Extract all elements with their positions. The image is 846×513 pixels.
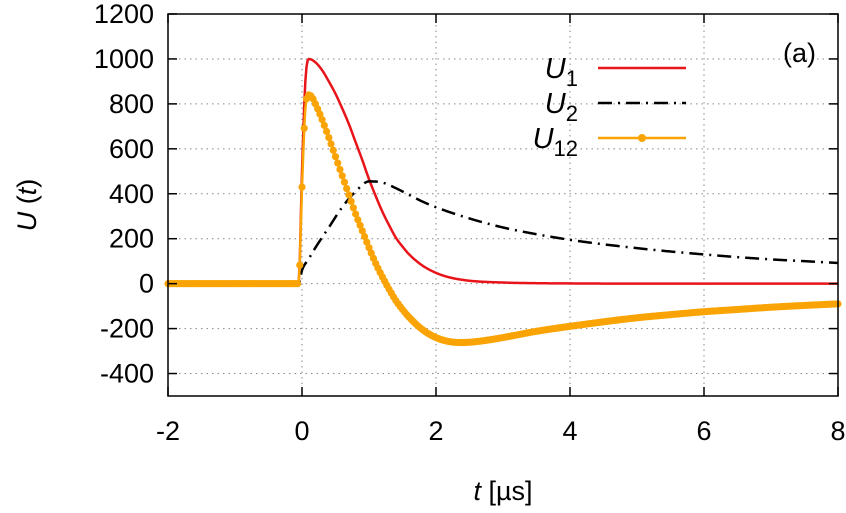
x-axis-unit: [µs] [481,476,533,506]
series-line-u12 [167,93,839,344]
y-axis-paren-open: ( [12,195,42,212]
series-marker [296,261,304,269]
series-marker [358,227,366,235]
y-tick-label: 1200 [94,0,154,29]
panel-label: (a) [783,38,816,68]
series-marker [322,127,331,136]
x-tick-label: 8 [830,416,845,446]
series-marker [334,159,342,167]
x-axis-label: t [µs] [473,476,532,506]
series-marker [300,124,308,132]
legend-label: U1 [545,53,578,91]
series-marker [365,244,373,252]
series-marker [338,172,346,180]
series-marker [360,232,369,241]
y-tick-label: 600 [109,134,154,164]
series-marker [298,183,306,191]
series-markers-u12 [164,91,842,347]
series-marker [347,197,355,205]
legend-label: U12 [533,123,578,161]
plot-frame [167,13,839,397]
series-marker [325,133,333,142]
x-tick-label: -2 [156,416,180,446]
y-tick-label: 200 [109,224,154,254]
y-tick-label: 0 [139,269,154,299]
x-tick-label: 0 [294,416,309,446]
legend-marker [638,134,646,142]
series-marker [329,146,337,154]
y-tick-label: 1000 [94,44,154,74]
series-line-u2 [167,180,839,285]
series-marker [356,221,364,229]
series-marker [363,238,371,246]
series-marker [354,216,362,224]
plot-series [164,57,842,347]
series-marker [318,116,326,124]
series-marker [352,210,360,218]
series-marker [345,191,353,199]
legend-label: U2 [545,88,578,126]
y-axis-label: U (t) [12,179,42,232]
y-tick-label: -400 [100,359,154,389]
y-tick-label: 800 [109,89,154,119]
series-marker [293,280,302,288]
y-axis-variable: U [12,211,42,231]
series-marker [316,110,324,118]
series-line-u1 [167,57,839,285]
series-marker [331,153,340,161]
series-marker [343,184,351,193]
x-tick-label: 4 [562,416,577,446]
x-tick-label: 6 [696,416,711,446]
y-axis-paren-close: ) [12,179,42,188]
series-marker [327,140,335,148]
series-marker [320,121,328,129]
y-tick-label: 400 [109,179,154,209]
axis-ticks: -2 0 2 4 6 8 -400 -200 0 200 400 600 800 1000 1200 [94,0,846,446]
series-marker [336,165,344,174]
x-axis-variable: t [473,476,482,506]
y-axis-argument: t [12,186,42,195]
x-tick-label: 2 [428,416,443,446]
series-marker [349,204,357,212]
series-marker [340,178,349,186]
y-tick-label: -200 [100,314,154,344]
